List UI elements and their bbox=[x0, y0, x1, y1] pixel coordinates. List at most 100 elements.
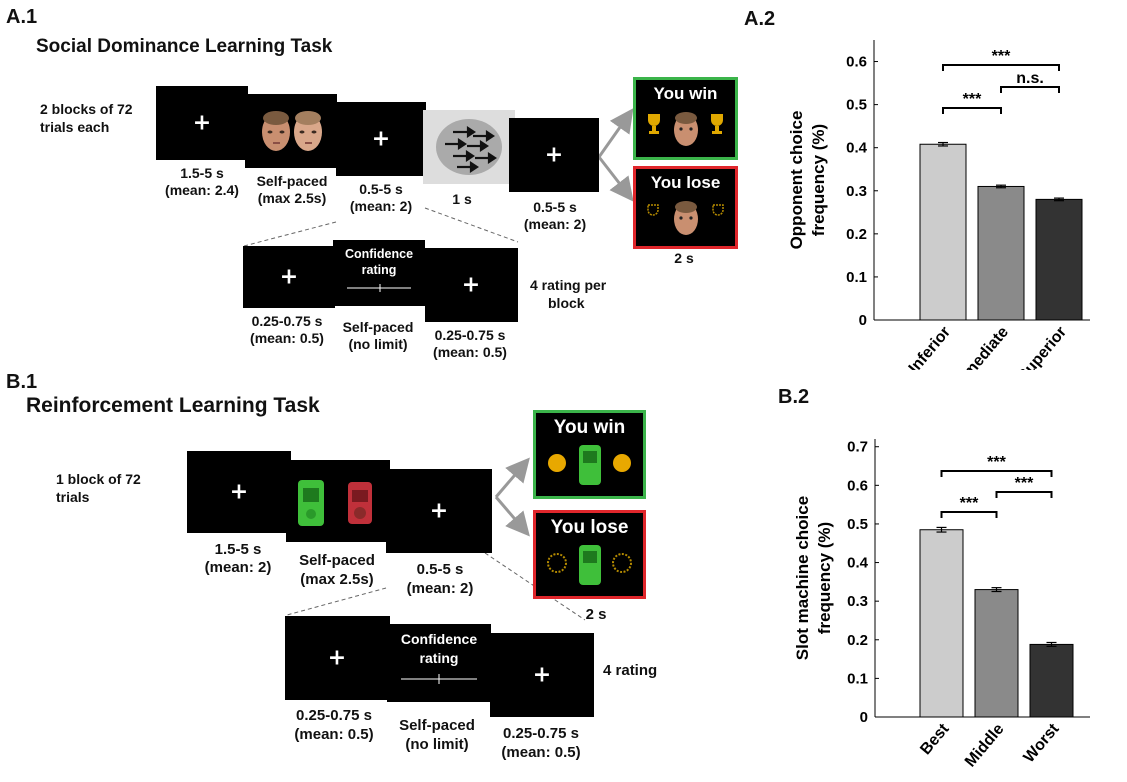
y-tick-label: 0.3 bbox=[846, 183, 867, 200]
category-label: Best bbox=[917, 720, 953, 758]
task-a-rating-fixation-2: + bbox=[425, 248, 518, 322]
caption-a-choice: Self-paced (max 2.5s) bbox=[256, 173, 328, 206]
significance-label: *** bbox=[992, 48, 1011, 65]
task-a-dots-screen bbox=[423, 110, 515, 184]
y-tick-label: 0.3 bbox=[847, 593, 868, 610]
category-label: Middle bbox=[962, 721, 1008, 771]
caption-a-fixation2: 0.5-5 s (mean: 2) bbox=[349, 181, 413, 214]
task-b-choice-screen bbox=[286, 460, 390, 542]
lose-face-trophies-image bbox=[647, 201, 724, 235]
caption-b-fixation1: 1.5-5 s (mean: 2) bbox=[204, 541, 272, 576]
task-b-lose-screen: You lose bbox=[533, 510, 646, 599]
panel-label-a2: A.2 bbox=[744, 8, 776, 30]
task-a-choice-screen bbox=[245, 94, 337, 168]
significance-bracket bbox=[942, 107, 1002, 114]
y-tick-label: 0.4 bbox=[847, 555, 869, 572]
y-tick-label: 0.5 bbox=[846, 97, 867, 114]
zoom-line-b-right bbox=[484, 552, 586, 621]
confidence-scale-a bbox=[347, 284, 411, 292]
task-b-fixation-screen-2: + bbox=[386, 469, 492, 553]
caption-a-fixation3: 0.5-5 s (mean: 2) bbox=[523, 199, 587, 232]
task-a-win-screen: You win bbox=[633, 77, 738, 160]
caption-a-feedback: 2 s bbox=[674, 250, 694, 266]
significance-label: n.s. bbox=[1016, 70, 1044, 87]
bar-inferior bbox=[919, 143, 967, 321]
category-label: Inferior bbox=[906, 324, 954, 370]
win-face-trophies-image bbox=[648, 112, 723, 146]
caption-b-rating3: 0.25-0.75 s (mean: 0.5) bbox=[501, 725, 581, 761]
task-b-blocks-text: 1 block of 72 trials bbox=[56, 471, 141, 505]
category-label: Superior bbox=[1015, 324, 1070, 370]
zoom-line-a-left bbox=[243, 221, 337, 247]
bar-middle bbox=[974, 589, 1019, 718]
lose-text-b: You lose bbox=[550, 517, 629, 538]
task-b-rating-count: 4 rating bbox=[603, 662, 658, 679]
y-tick-label: 0.2 bbox=[847, 632, 868, 649]
y-tick-label: 0.6 bbox=[847, 477, 868, 494]
task-a-blocks-text: 2 blocks of 72 trials each bbox=[40, 101, 133, 135]
arrow-to-lose-a bbox=[597, 156, 634, 202]
caption-b-rating2: Self-paced (no limit) bbox=[399, 717, 475, 753]
chart-b2: 0 0.1 0.2 0.3 0.4 0.5 0.6 0.7 Slot machine choic… bbox=[793, 439, 1090, 771]
task-a-lose-screen: You lose bbox=[633, 166, 738, 249]
y-tick-label: 0.1 bbox=[846, 269, 867, 286]
caption-a-rating3: 0.25-0.75 s (mean: 0.5) bbox=[433, 327, 507, 360]
y-tick-label: 0 bbox=[859, 312, 867, 329]
significance-label: *** bbox=[987, 454, 1006, 471]
y-tick-label: 0 bbox=[860, 709, 868, 726]
chart-a2: 0 0.1 0.2 0.3 0.4 0.5 0.6 Opponent choice freque… bbox=[787, 40, 1090, 370]
zoom-line-b-left bbox=[286, 587, 387, 616]
caption-a-fixation1: 1.5-5 s (mean: 2.4) bbox=[165, 165, 239, 198]
significance-label: *** bbox=[960, 495, 979, 512]
task-a-fixation-screen-1: + bbox=[156, 86, 248, 160]
caption-b-rating1: 0.25-0.75 s (mean: 0.5) bbox=[294, 707, 374, 743]
arrow-to-win-b bbox=[494, 457, 530, 498]
caption-a-dots: 1 s bbox=[452, 191, 472, 207]
task-b-title: Reinforcement Learning Task bbox=[26, 394, 320, 417]
win-text-b: You win bbox=[553, 417, 626, 438]
caption-b-fixation2: 0.5-5 s (mean: 2) bbox=[406, 561, 474, 597]
y-tick-label: 0.4 bbox=[846, 140, 868, 157]
lose-machine-coins-image bbox=[547, 545, 632, 585]
confidence-scale-b bbox=[401, 674, 477, 684]
category-label: Worst bbox=[1021, 720, 1063, 766]
task-b-rating-fixation-2: + bbox=[490, 633, 594, 717]
caption-a-rating2: Self-paced (no limit) bbox=[342, 319, 414, 352]
task-a-fixation-screen-3: + bbox=[509, 118, 599, 192]
caption-b-choice: Self-paced (max 2.5s) bbox=[299, 552, 375, 588]
panel-label-a1: A.1 bbox=[6, 6, 38, 28]
task-a-rating-count: 4 rating per block bbox=[530, 277, 607, 311]
y-tick-label: 0.2 bbox=[846, 226, 867, 243]
y-tick-label: 0.5 bbox=[847, 516, 868, 533]
bar-worst bbox=[1029, 643, 1074, 718]
significance-bracket bbox=[942, 64, 1060, 71]
task-b-rating-fixation-1: + bbox=[285, 616, 390, 700]
moving-dots-image bbox=[436, 119, 502, 175]
y-tick-label: 0.7 bbox=[847, 439, 868, 456]
arrow-to-win-a bbox=[597, 108, 634, 158]
panel-label-b2: B.2 bbox=[778, 386, 810, 408]
bar-best bbox=[919, 529, 964, 718]
two-faces-image bbox=[262, 111, 322, 151]
task-a-rating-fixation-1: + bbox=[243, 246, 335, 308]
confidence-title-b: Confidence rating bbox=[400, 631, 478, 666]
caption-b-feedback: 2 s bbox=[585, 606, 607, 623]
significance-bracket bbox=[940, 511, 998, 518]
panel-label-b1: B.1 bbox=[6, 371, 38, 393]
y-axis-label: Slot machine choice frequency (%) bbox=[793, 496, 834, 660]
lose-text-a: You lose bbox=[650, 173, 721, 192]
significance-bracket bbox=[940, 470, 1053, 477]
significance-bracket bbox=[995, 491, 1053, 498]
significance-label: *** bbox=[1015, 475, 1034, 492]
confidence-title-a: Confidence rating bbox=[344, 247, 414, 277]
slot-machines-image bbox=[298, 480, 372, 526]
y-axis-label: Opponent choice frequency (%) bbox=[787, 111, 828, 250]
arrow-to-lose-b bbox=[494, 496, 530, 537]
caption-a-rating1: 0.25-0.75 s (mean: 0.5) bbox=[250, 313, 324, 346]
bar-superior bbox=[1035, 198, 1083, 321]
task-b-fixation-screen-1: + bbox=[187, 451, 291, 533]
significance-label: *** bbox=[963, 91, 982, 108]
bar-intermediate bbox=[977, 185, 1025, 321]
